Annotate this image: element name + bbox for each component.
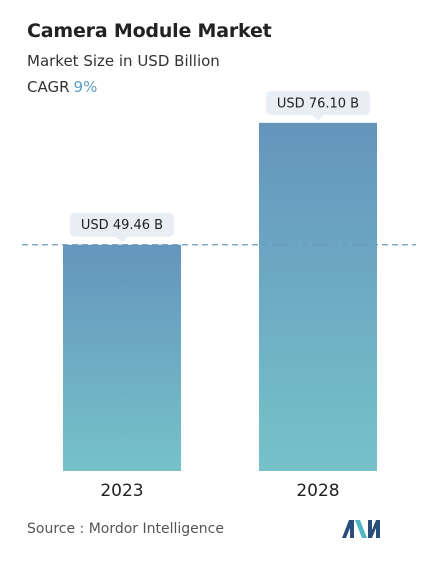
cagr-line: CAGR 9% bbox=[27, 78, 97, 96]
mordor-intelligence-logo-icon bbox=[342, 520, 380, 538]
chart-title: Camera Module Market bbox=[27, 20, 272, 42]
source-text: Source : Mordor Intelligence bbox=[27, 521, 224, 537]
svg-text:USD 76.10 B: USD 76.10 B bbox=[277, 96, 359, 111]
data-label-2023: USD 49.46 B bbox=[70, 212, 174, 243]
chart-subtitle: Market Size in USD Billion bbox=[27, 52, 220, 70]
data-label-2028: USD 76.10 B bbox=[266, 90, 370, 121]
cagr-label: CAGR bbox=[27, 78, 70, 96]
bar-2028 bbox=[259, 122, 377, 471]
bar-2023 bbox=[63, 244, 181, 471]
x-tick-2023: 2023 bbox=[100, 481, 143, 501]
cagr-value: 9% bbox=[73, 78, 98, 96]
x-tick-2028: 2028 bbox=[296, 481, 339, 501]
svg-text:USD 49.46 B: USD 49.46 B bbox=[81, 218, 163, 233]
